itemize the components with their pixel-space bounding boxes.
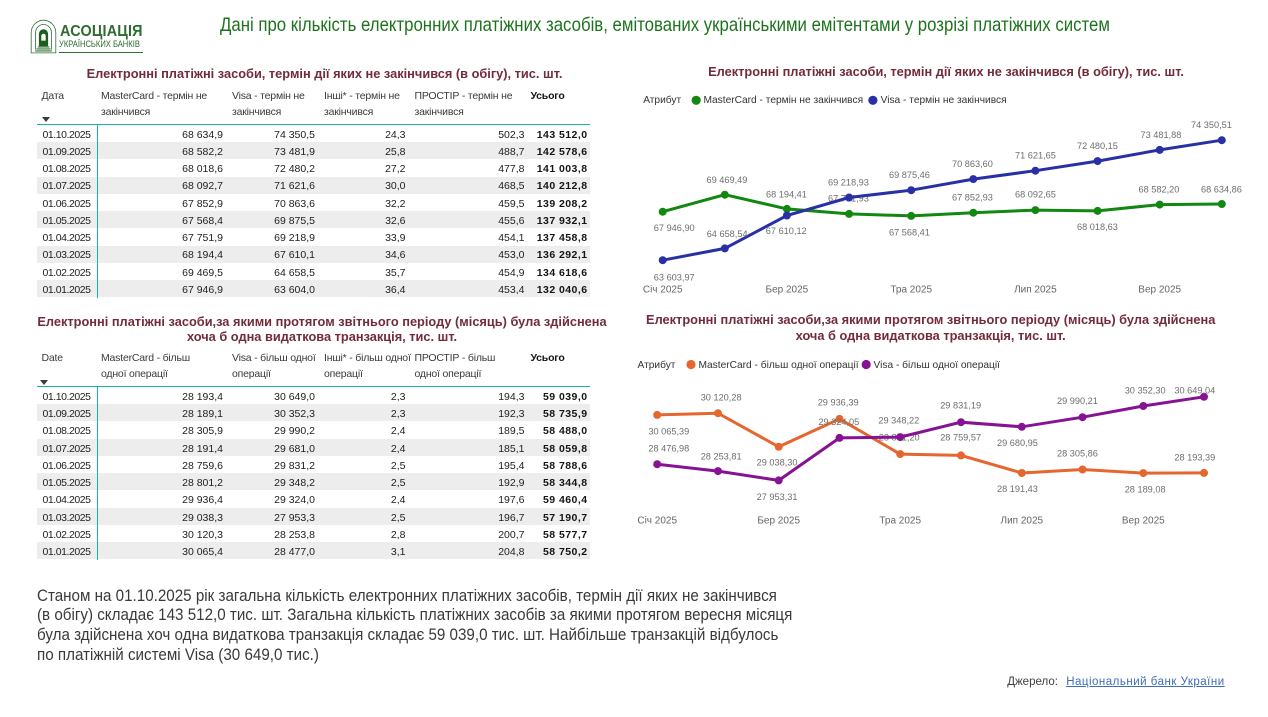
svg-text:69 875,46: 69 875,46 (889, 170, 930, 180)
svg-text:68 582,20: 68 582,20 (1139, 185, 1180, 195)
svg-text:29 831,19: 29 831,19 (940, 400, 981, 410)
svg-text:69 469,49: 69 469,49 (707, 175, 748, 185)
svg-text:29 990,21: 29 990,21 (1057, 396, 1098, 406)
svg-text:68 018,63: 68 018,63 (1077, 222, 1118, 232)
svg-text:28 189,08: 28 189,08 (1125, 485, 1166, 495)
svg-text:Тра 2025: Тра 2025 (879, 515, 921, 526)
svg-text:Visa - більш одної операції: Visa - більш одної операції (874, 359, 1001, 371)
svg-text:28 253,81: 28 253,81 (701, 451, 742, 461)
svg-text:28 305,86: 28 305,86 (1057, 449, 1098, 459)
svg-text:30 120,28: 30 120,28 (701, 393, 742, 403)
svg-text:Лип 2025: Лип 2025 (1001, 515, 1044, 526)
svg-text:29 038,30: 29 038,30 (757, 458, 798, 468)
svg-text:30 065,39: 30 065,39 (648, 427, 689, 437)
svg-text:Січ 2025: Січ 2025 (637, 515, 677, 526)
svg-text:69 218,93: 69 218,93 (828, 178, 869, 188)
svg-text:30 352,30: 30 352,30 (1125, 386, 1166, 396)
svg-text:Тра 2025: Тра 2025 (890, 284, 932, 295)
svg-text:30 649,04: 30 649,04 (1174, 386, 1215, 396)
svg-text:64 658,54: 64 658,54 (707, 229, 748, 239)
svg-text:Бер 2025: Бер 2025 (766, 284, 809, 295)
svg-text:28 193,39: 28 193,39 (1174, 453, 1215, 463)
svg-text:70 863,60: 70 863,60 (952, 159, 993, 169)
svg-text:28 759,57: 28 759,57 (940, 433, 981, 443)
svg-text:67 568,41: 67 568,41 (889, 228, 930, 238)
svg-text:29 324,05: 29 324,05 (818, 417, 859, 427)
svg-text:68 194,41: 68 194,41 (766, 189, 807, 199)
svg-text:Лип 2025: Лип 2025 (1014, 284, 1057, 295)
svg-text:71 621,65: 71 621,65 (1015, 151, 1056, 161)
svg-text:MasterCard - термін не закінчи: MasterCard - термін не закінчився (704, 95, 864, 106)
svg-text:68 092,65: 68 092,65 (1015, 190, 1056, 200)
svg-text:67 852,93: 67 852,93 (952, 193, 993, 203)
svg-text:MasterCard - більш одної опера: MasterCard - більш одної операції (699, 359, 859, 371)
svg-text:28 476,98: 28 476,98 (648, 444, 689, 454)
svg-text:Бер 2025: Бер 2025 (757, 515, 800, 526)
svg-text:74 350,51: 74 350,51 (1191, 120, 1232, 130)
svg-text:63 603,97: 63 603,97 (654, 273, 695, 283)
svg-text:67 946,90: 67 946,90 (654, 223, 695, 233)
svg-text:73 481,88: 73 481,88 (1141, 130, 1182, 140)
svg-text:Атрибут: Атрибут (643, 94, 681, 106)
svg-text:29 680,95: 29 680,95 (997, 438, 1038, 448)
svg-text:27 953,31: 27 953,31 (757, 492, 798, 502)
svg-text:67 610,12: 67 610,12 (766, 226, 807, 236)
svg-text:Вер 2025: Вер 2025 (1122, 515, 1165, 526)
svg-text:Вер 2025: Вер 2025 (1138, 284, 1181, 295)
svg-text:28 191,43: 28 191,43 (997, 484, 1038, 494)
svg-text:68 634,86: 68 634,86 (1201, 185, 1242, 195)
svg-text:Атрибут: Атрибут (638, 359, 676, 371)
svg-text:Січ 2025: Січ 2025 (643, 284, 683, 295)
svg-text:29 936,39: 29 936,39 (818, 398, 859, 408)
svg-text:29 348,22: 29 348,22 (878, 416, 919, 426)
svg-text:72 480,15: 72 480,15 (1077, 141, 1118, 151)
svg-text:Visa - термін не закінчився: Visa - термін не закінчився (881, 95, 1007, 106)
